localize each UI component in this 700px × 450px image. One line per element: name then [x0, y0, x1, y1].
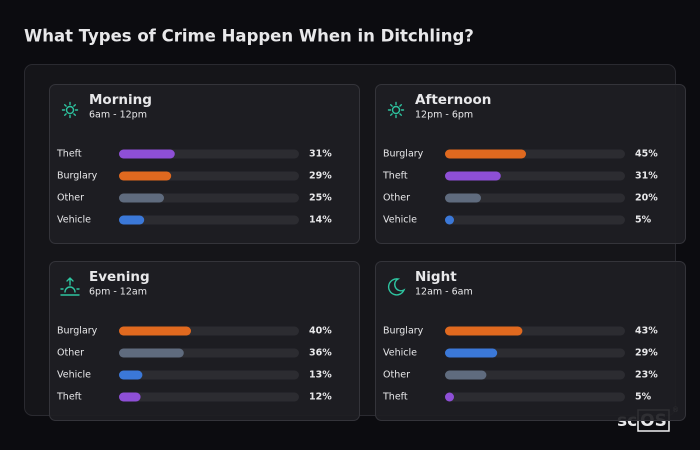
category-label: Other	[383, 193, 410, 204]
bar	[445, 370, 487, 380]
card-title: Afternoon	[415, 92, 491, 108]
value-label: 40%	[309, 326, 332, 337]
value-label: 45%	[635, 149, 658, 160]
value-label: 12%	[309, 392, 332, 403]
sun-ray	[389, 103, 393, 107]
card	[375, 84, 686, 244]
category-label: Vehicle	[57, 370, 91, 381]
time-card: Night 12am - 6am Burglary 43% Vehicle 29% Othe…	[375, 261, 686, 421]
moon-icon	[387, 278, 406, 296]
time-card: Morning 6am - 12pm Theft 31% Burglary 29% Othe…	[49, 84, 360, 244]
bar-track	[445, 392, 625, 402]
bar	[119, 171, 172, 181]
category-label: Theft	[56, 149, 82, 160]
sun-icon	[391, 105, 401, 115]
card-subtitle: 6pm - 12am	[89, 287, 147, 298]
category-label: Theft	[382, 171, 408, 182]
card	[49, 84, 360, 244]
time-card: Evening 6pm - 12am Burglary 40% Other 36% Vehi…	[49, 261, 360, 421]
category-label: Burglary	[383, 149, 424, 160]
sun-ray	[73, 113, 77, 117]
card-subtitle: 12pm - 6pm	[415, 110, 473, 121]
card	[375, 261, 686, 421]
value-label: 25%	[309, 193, 332, 204]
sun-ray	[63, 113, 67, 117]
bar-track	[445, 193, 625, 203]
bar-track	[119, 215, 299, 225]
value-label: 5%	[635, 215, 652, 226]
bar-track	[445, 370, 625, 380]
value-label: 29%	[309, 171, 332, 182]
category-label: Burglary	[57, 326, 98, 337]
card-title: Night	[415, 269, 457, 285]
bar	[119, 193, 164, 203]
value-label: 29%	[635, 348, 658, 359]
bar	[119, 149, 175, 159]
value-label: 43%	[635, 326, 658, 337]
card-subtitle: 12am - 6am	[415, 287, 473, 298]
value-label: 14%	[309, 215, 332, 226]
bar	[445, 392, 454, 402]
sun-ray	[399, 103, 403, 107]
value-label: 31%	[309, 149, 332, 160]
bar	[119, 370, 143, 380]
category-label: Theft	[382, 392, 408, 403]
bar-track	[119, 370, 299, 380]
bar-track	[119, 193, 299, 203]
category-label: Vehicle	[57, 215, 91, 226]
value-label: 5%	[635, 392, 652, 403]
card-title: Evening	[89, 269, 150, 285]
bar	[445, 348, 498, 358]
category-label: Other	[383, 370, 410, 381]
bar	[445, 149, 526, 159]
value-label: 20%	[635, 193, 658, 204]
category-label: Burglary	[383, 326, 424, 337]
card-title: Morning	[89, 92, 152, 108]
bar	[445, 171, 501, 181]
bar	[445, 215, 454, 225]
value-label: 23%	[635, 370, 658, 381]
sun-ray	[399, 113, 403, 117]
category-label: Vehicle	[383, 215, 417, 226]
category-label: Other	[57, 348, 84, 359]
sun-ray	[73, 103, 77, 107]
page-title: What Types of Crime Happen When in Ditch…	[24, 27, 474, 46]
sun-ray	[63, 103, 67, 107]
sun-icon	[65, 105, 75, 115]
category-label: Theft	[56, 392, 82, 403]
bar	[119, 215, 145, 225]
bar	[119, 348, 184, 358]
value-label: 36%	[309, 348, 332, 359]
bar	[445, 326, 523, 336]
sunrise-icon	[60, 277, 80, 296]
bar	[445, 193, 481, 203]
sun-ray	[389, 113, 393, 117]
value-label: 31%	[635, 171, 658, 182]
card-subtitle: 6am - 12pm	[89, 110, 147, 121]
bar-track	[119, 392, 299, 402]
bar-track	[445, 215, 625, 225]
value-label: 13%	[309, 370, 332, 381]
category-label: Vehicle	[383, 348, 417, 359]
bar	[119, 326, 191, 336]
card	[49, 261, 360, 421]
time-card: Afternoon 12pm - 6pm Burglary 45% Theft 31% Ot…	[375, 84, 686, 244]
bar	[119, 392, 141, 402]
category-label: Burglary	[57, 171, 98, 182]
category-label: Other	[57, 193, 84, 204]
